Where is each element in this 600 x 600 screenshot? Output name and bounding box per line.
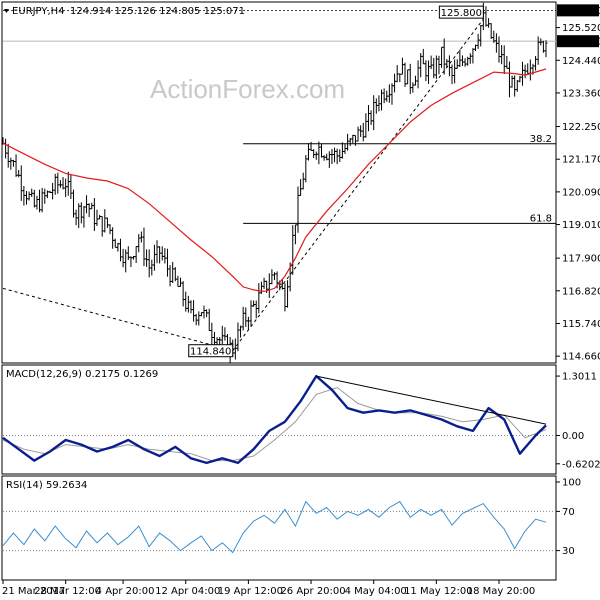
price-axis-label: 121.170 [562,155,600,166]
price-trendline [232,18,484,352]
watermark: ActionForex.com [150,74,345,104]
price-axis-label: 124.440 [562,56,600,67]
x-axis-label: 4 May 04:00 [345,586,407,597]
rsi-line [2,500,547,554]
price-axis-label: 115.740 [562,319,600,330]
x-axis-label: 4 Apr 20:00 [96,586,155,597]
x-axis-label: 26 Apr 20:00 [280,586,345,597]
macd-axis-label: -0.6202 [562,459,600,470]
price-annotation-label: 125.800 [441,8,482,19]
x-axis-label: 18 May 20:00 [467,586,536,597]
rsi-axis-label: 70 [562,507,575,518]
price-axis-label: 123.360 [562,88,600,99]
rsi-axis-label: 30 [562,546,575,557]
macd-axis-label: 1.3011 [562,372,597,383]
price-axis-highlight [557,4,599,17]
macd-label: MACD(12,26,9) 0.2175 0.1269 [6,369,158,380]
macd-layer: 1.3011 0.00 -0.6202 [2,372,600,470]
rsi-axis-label: 100 [562,478,581,489]
rsi-label: RSI(14) 59.2634 [6,480,87,491]
price-axis-label: 125.520 [562,23,600,34]
symbol-label: EURJPY,H4 [12,6,65,17]
macd-signal-line [2,386,547,462]
price-axis-label: 116.820 [562,286,600,297]
price-axis-label: 125.071 [562,37,600,48]
price-axis-label: 117.900 [562,254,600,265]
price-panel-frame [1,1,557,364]
macd-axis-label: 0.00 [562,431,584,442]
chart-header: EURJPY,H4 124.914 125.126 124.805 125.07… [4,6,245,17]
price-annotation-box [438,5,484,19]
x-axis-label: 28 Mar 12:00 [34,586,101,597]
rsi-layer: 100 70 30 [2,478,581,557]
price-axis-highlight [557,35,599,48]
rsi-panel-frame [1,475,557,581]
price-axis-label: 126.090 [562,6,600,17]
fib-level-label: 61.8 [530,213,552,224]
price-layer: 38.2 61.8 125.800 114.840 126.090 125.520 125.… [1,2,600,364]
price-axis-label: 119.010 [562,220,600,231]
macd-line [2,374,547,465]
macd-panel-frame [1,364,557,475]
x-axis-label: 11 May 12:00 [404,586,473,597]
price-trendline [2,287,233,352]
ohlc-label: 124.914 125.126 124.805 125.071 [70,6,245,17]
price-axis-label: 122.250 [562,122,600,133]
x-axis-label: 12 Apr 04:00 [155,586,220,597]
x-axis-label: 21 Mar 2017 [2,586,65,597]
price-annotation-label: 114.840 [190,347,231,358]
x-axis-label: 19 Apr 12:00 [218,586,283,597]
macd-trendline [316,375,547,425]
fib-level-label: 38.2 [530,134,552,145]
triangle-down-icon [4,9,9,13]
price-axis-label: 114.660 [562,352,600,363]
price-annotation-box [188,344,234,358]
moving-average-line [2,68,547,293]
price-axis-label: 120.090 [562,187,600,198]
